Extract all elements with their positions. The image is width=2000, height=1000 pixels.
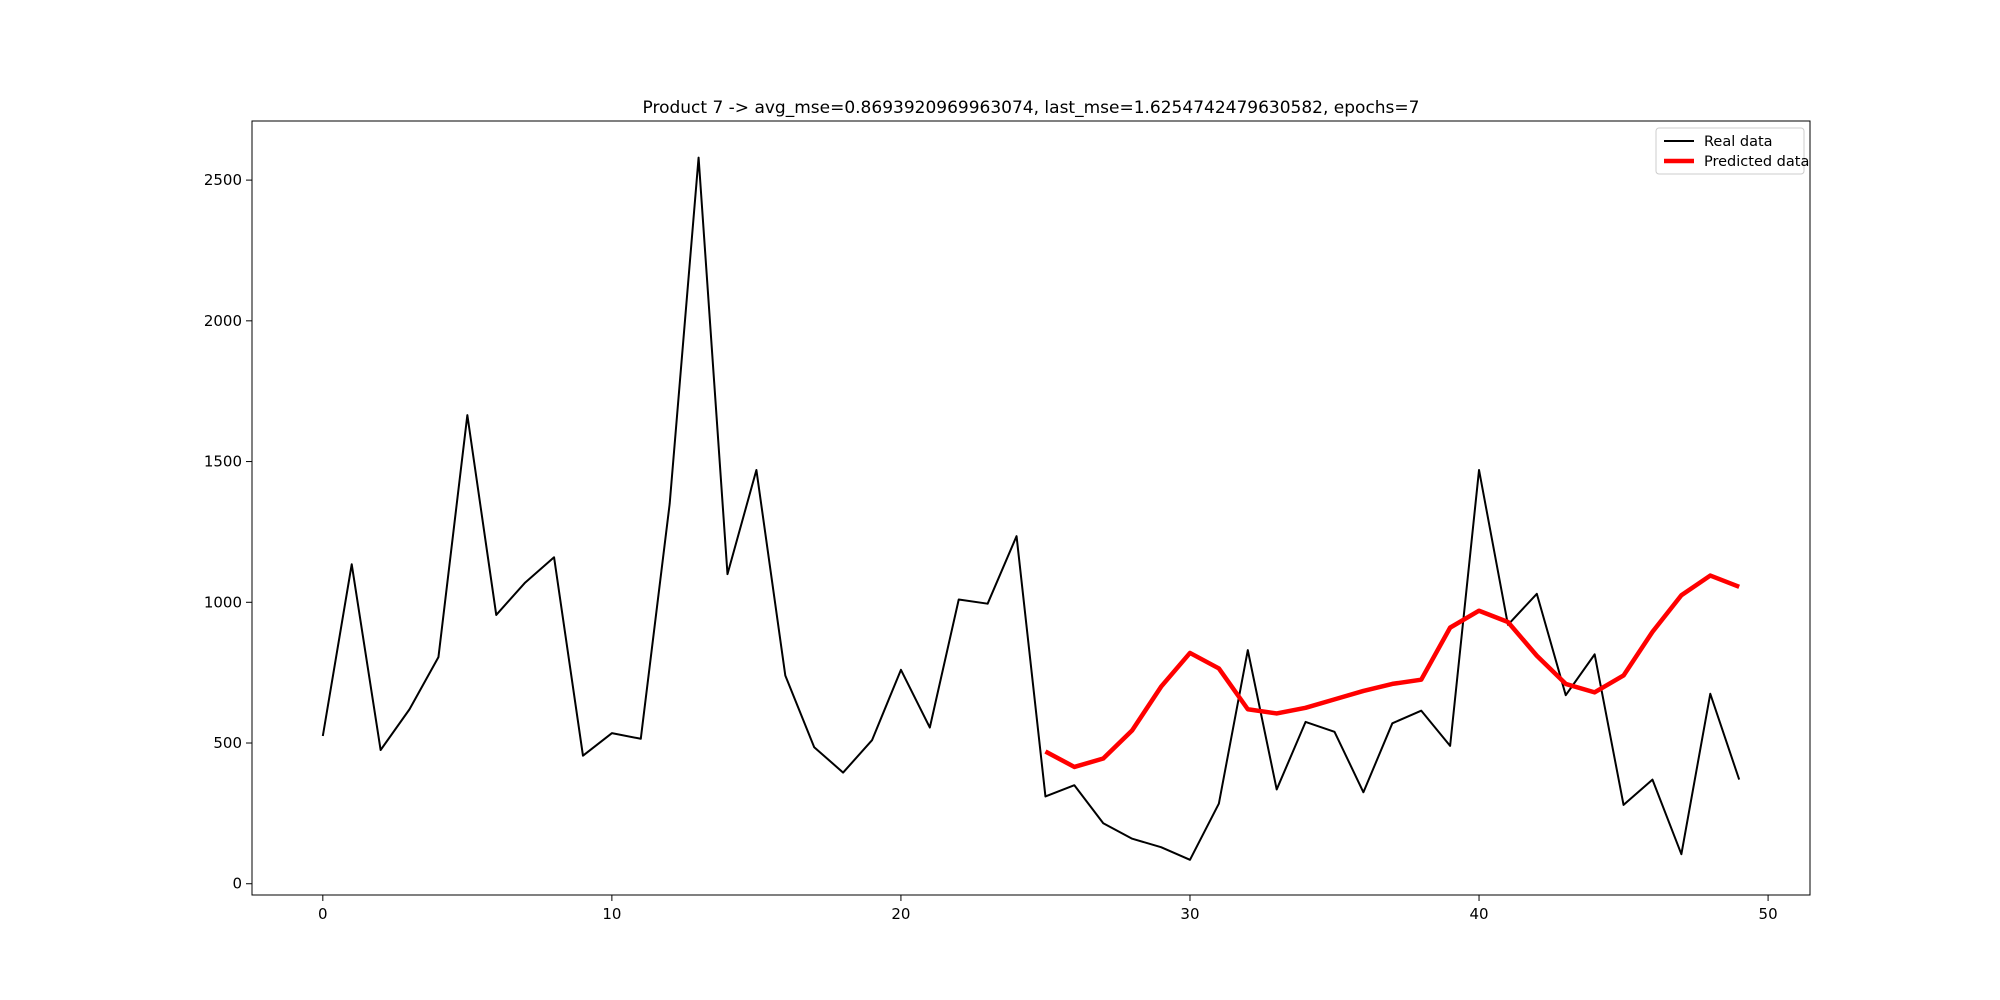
legend-label: Real data <box>1704 134 1773 150</box>
chart-title: Product 7 -> avg_mse=0.8693920969963074,… <box>643 98 1420 118</box>
x-axis: 0 10 20 30 40 50 <box>318 895 1778 923</box>
x-tick-label: 10 <box>602 905 621 923</box>
y-tick-label: 1000 <box>204 593 242 611</box>
y-axis: 0 500 1000 1500 2000 2500 <box>204 171 252 893</box>
legend-label: Predicted data <box>1704 154 1809 170</box>
y-tick-label: 2000 <box>204 312 242 330</box>
plot-frame <box>251 120 1811 896</box>
y-tick-label: 1500 <box>204 453 242 471</box>
legend: Real data Predicted data <box>1655 127 1809 175</box>
series-line-real-data <box>321 156 1741 861</box>
x-tick-label: 50 <box>1759 905 1778 923</box>
y-tick-label: 0 <box>232 875 242 893</box>
y-tick-label: 500 <box>213 734 242 752</box>
x-tick-label: 40 <box>1469 905 1488 923</box>
series-layer <box>321 156 1741 861</box>
x-tick-label: 30 <box>1180 905 1199 923</box>
series-line-predicted-data <box>1044 573 1740 770</box>
y-tick-label: 2500 <box>204 171 242 189</box>
x-tick-label: 20 <box>891 905 910 923</box>
x-tick-label: 0 <box>318 905 328 923</box>
